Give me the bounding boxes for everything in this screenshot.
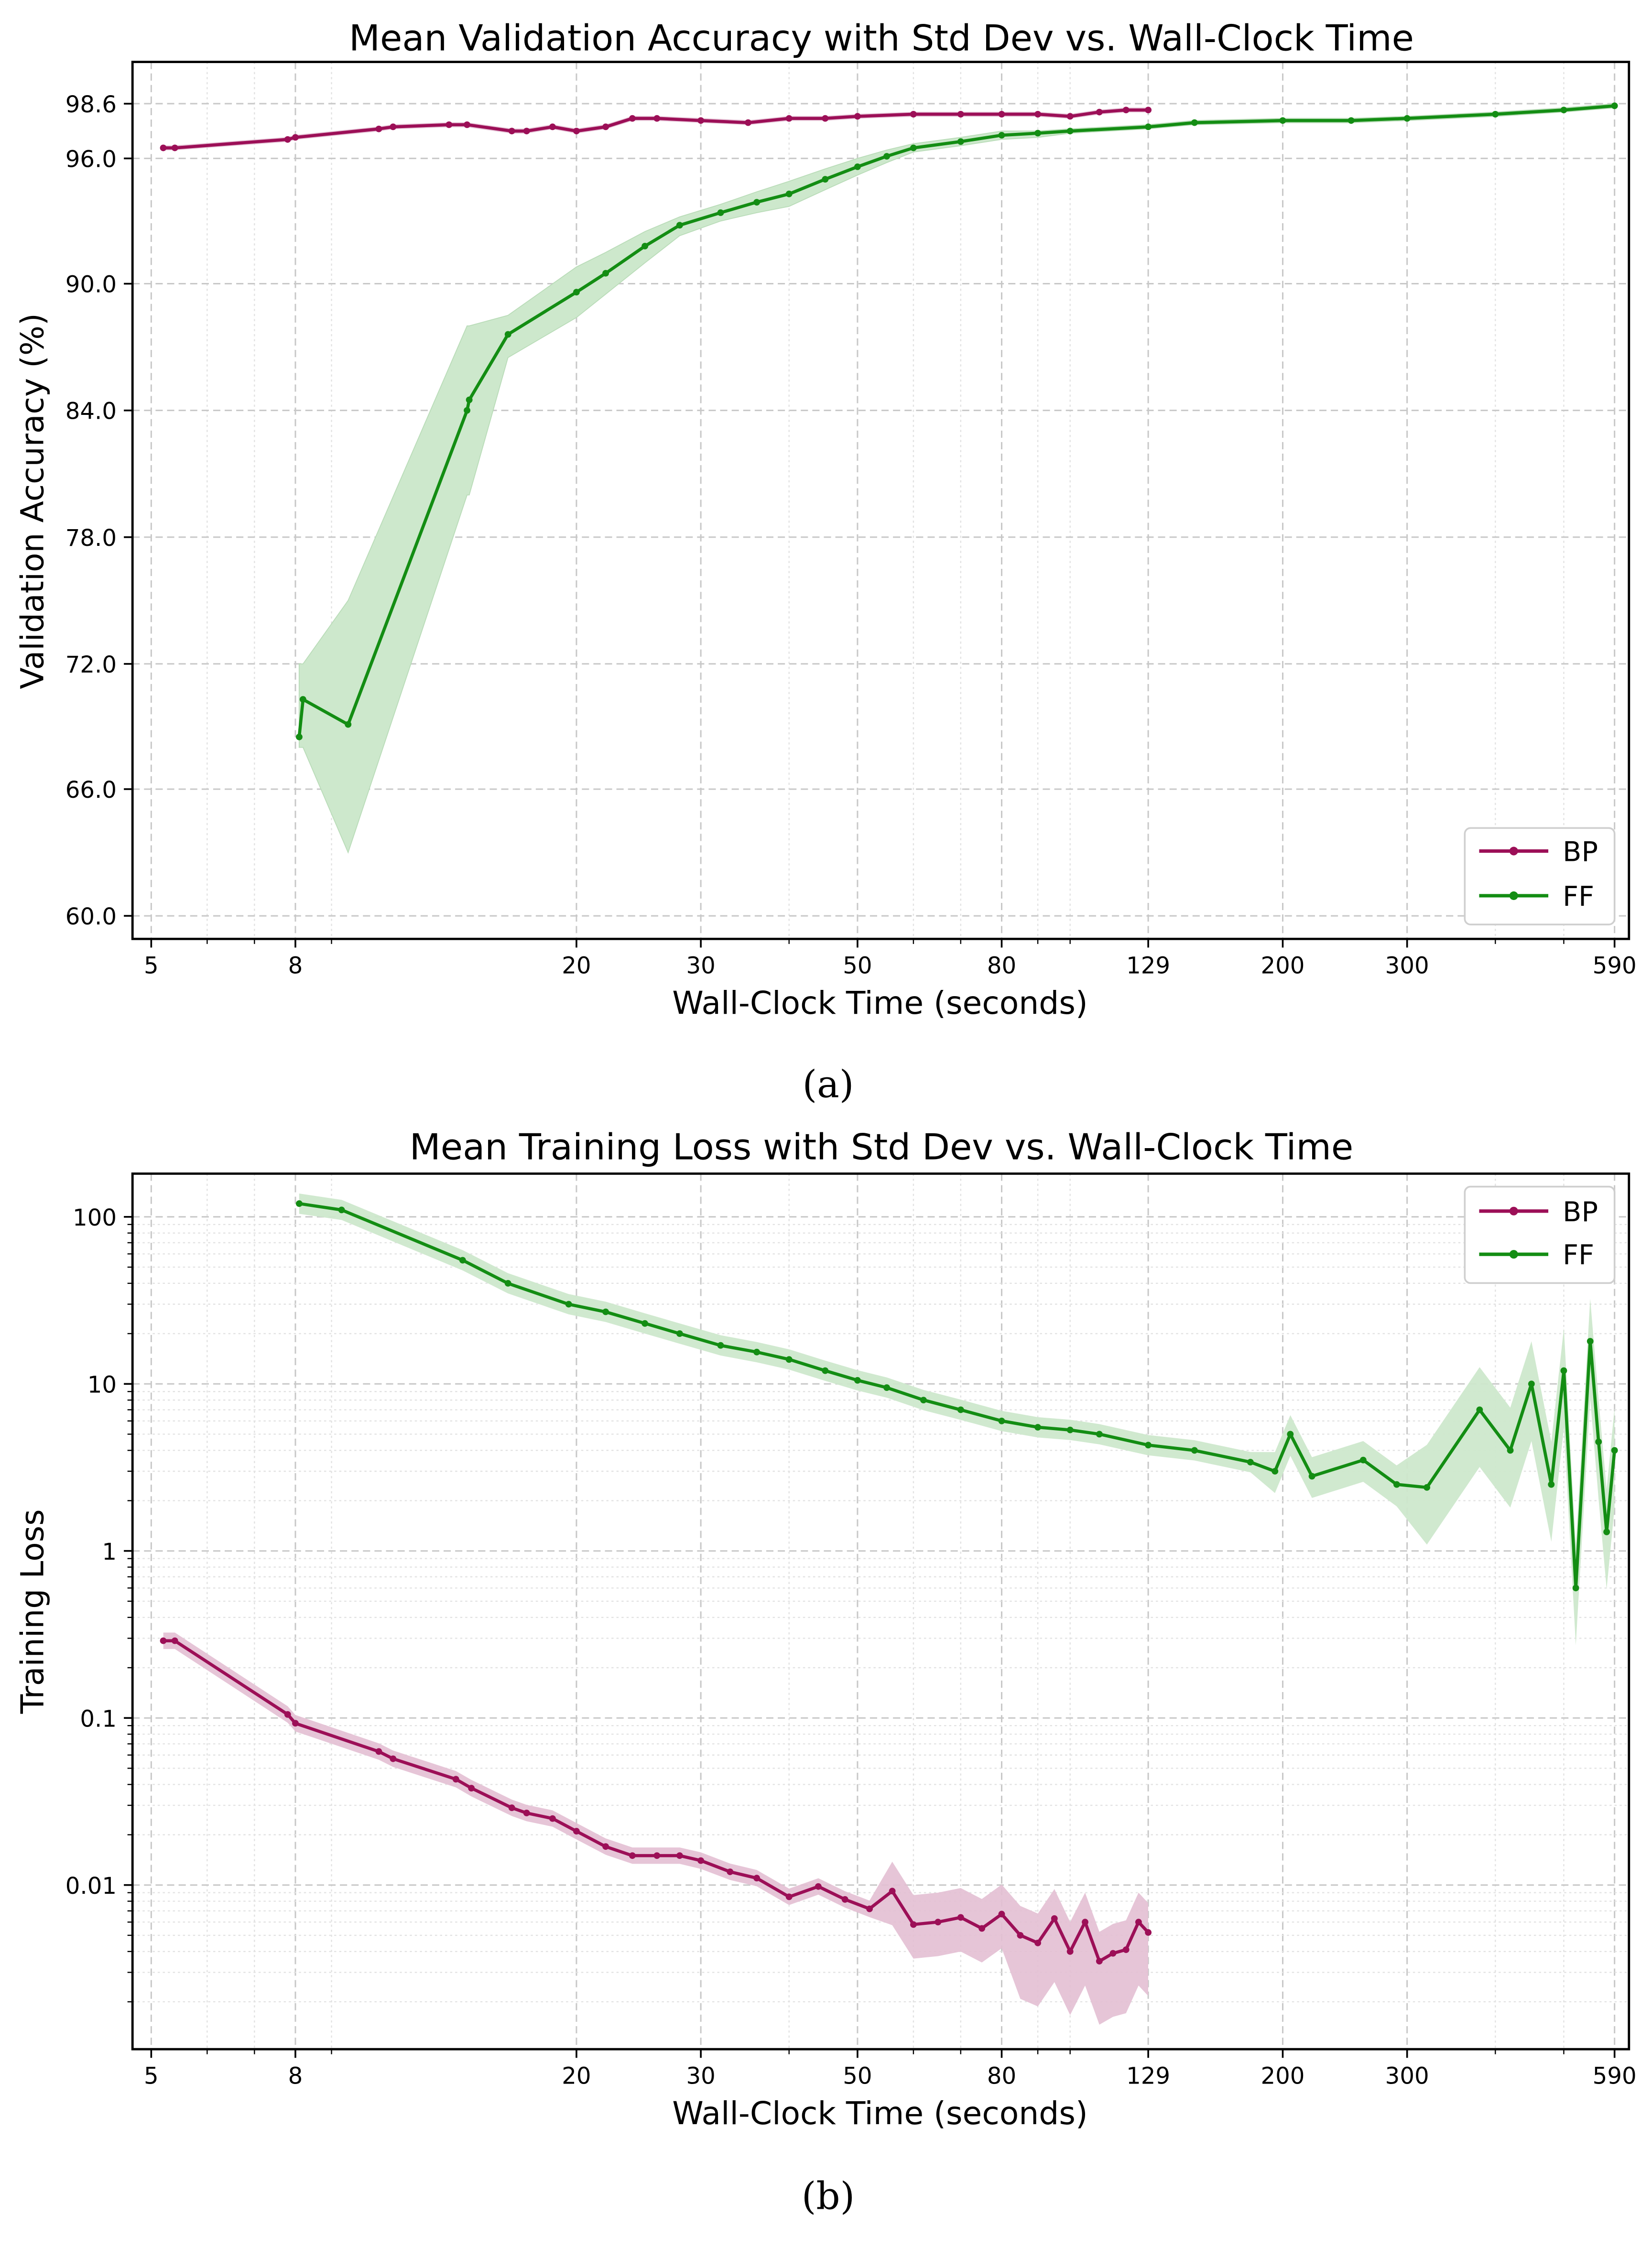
chart-a-lines: [160, 102, 1618, 740]
x-tick-label: 20: [562, 2063, 591, 2089]
chart-a-x-ticks: 5 8 20 30 50 80 129 200 300 590: [144, 939, 1637, 979]
x-tick-label: 200: [1261, 2063, 1304, 2089]
x-tick-label: 590: [1593, 2063, 1637, 2089]
chart-b-grid: [132, 1173, 1629, 2050]
x-tick-label: 5: [144, 953, 159, 979]
y-tick-label: 66.0: [65, 777, 117, 803]
y-tick-label: 0.1: [80, 1705, 117, 1732]
chart-b-y-ticks: 0.01 0.1 1 10 100: [65, 1205, 133, 2003]
y-tick-label: 96.0: [65, 146, 117, 173]
series-line-ff: [297, 104, 1615, 738]
x-tick-label: 300: [1385, 953, 1429, 979]
y-tick-label: 72.0: [65, 651, 117, 678]
y-tick-label: 84.0: [65, 398, 117, 425]
chart-b-frame: [131, 1172, 1630, 2051]
legend-bp-label: BP: [1563, 1196, 1598, 1228]
y-tick-label: 0.01: [65, 1873, 117, 1900]
x-tick-label: 30: [686, 953, 715, 979]
x-tick-label: 50: [843, 953, 872, 979]
chart-a-x-label: Wall-Clock Time (seconds): [672, 984, 1088, 1021]
chart-validation-accuracy: Mean Validation Accuracy with Std Dev vs…: [13, 17, 1636, 1106]
x-tick-label: 50: [843, 2063, 872, 2089]
chart-a-legend: BP FF: [1464, 827, 1616, 925]
chart-a-y-ticks: 60.0 66.0 72.0 78.0 84.0 90.0 96.0 98.6: [65, 91, 133, 930]
chart-b-lines: [160, 1200, 1618, 1965]
legend-bp-label: BP: [1563, 836, 1598, 868]
chart-b-title: Mean Training Loss with Std Dev vs. Wall…: [410, 1126, 1353, 1168]
x-tick-label: 30: [686, 2063, 715, 2089]
x-tick-label: 5: [144, 2063, 159, 2089]
y-tick-label: 10: [87, 1371, 117, 1398]
chart-a-title: Mean Validation Accuracy with Std Dev vs…: [349, 17, 1414, 59]
x-tick-label: 80: [987, 2063, 1016, 2089]
y-tick-label: 78.0: [65, 525, 117, 552]
y-tick-label: 98.6: [65, 91, 117, 118]
chart-a-std-bands: [163, 103, 1615, 854]
legend-ff-label: FF: [1563, 1239, 1594, 1271]
chart-b-y-label: Training Loss: [13, 1509, 51, 1714]
chart-a-y-label: Validation Accuracy (%): [13, 313, 51, 689]
x-tick-label: 80: [987, 953, 1016, 979]
x-tick-label: 129: [1126, 2063, 1170, 2089]
x-tick-label: 20: [562, 953, 591, 979]
chart-b-legend: BP FF: [1464, 1185, 1616, 1284]
chart-a-frame: [131, 61, 1630, 940]
y-tick-label: 1: [102, 1539, 117, 1565]
chart-training-loss: Mean Training Loss with Std Dev vs. Wall…: [13, 1126, 1636, 2218]
caption-a: (a): [803, 1063, 854, 1107]
chart-b-x-ticks: 5 8 20 30 50 80 129 200 300 590: [144, 2049, 1637, 2089]
series-line-bp: [163, 108, 1149, 150]
x-tick-label: 590: [1593, 953, 1637, 979]
chart-b-x-label: Wall-Clock Time (seconds): [672, 2095, 1088, 2132]
x-tick-label: 300: [1385, 2063, 1429, 2089]
legend-ff-label: FF: [1563, 881, 1594, 912]
y-tick-label: 60.0: [65, 903, 117, 930]
chart-a-grid: [132, 62, 1629, 939]
x-tick-label: 200: [1261, 953, 1304, 979]
y-tick-label: 100: [73, 1205, 117, 1231]
x-tick-label: 129: [1126, 953, 1170, 979]
x-tick-label: 8: [288, 2063, 303, 2089]
x-tick-label: 8: [288, 953, 303, 979]
y-tick-label: 90.0: [65, 271, 117, 298]
caption-b: (b): [802, 2175, 855, 2218]
chart-b-std-bands: [163, 1193, 1615, 2025]
